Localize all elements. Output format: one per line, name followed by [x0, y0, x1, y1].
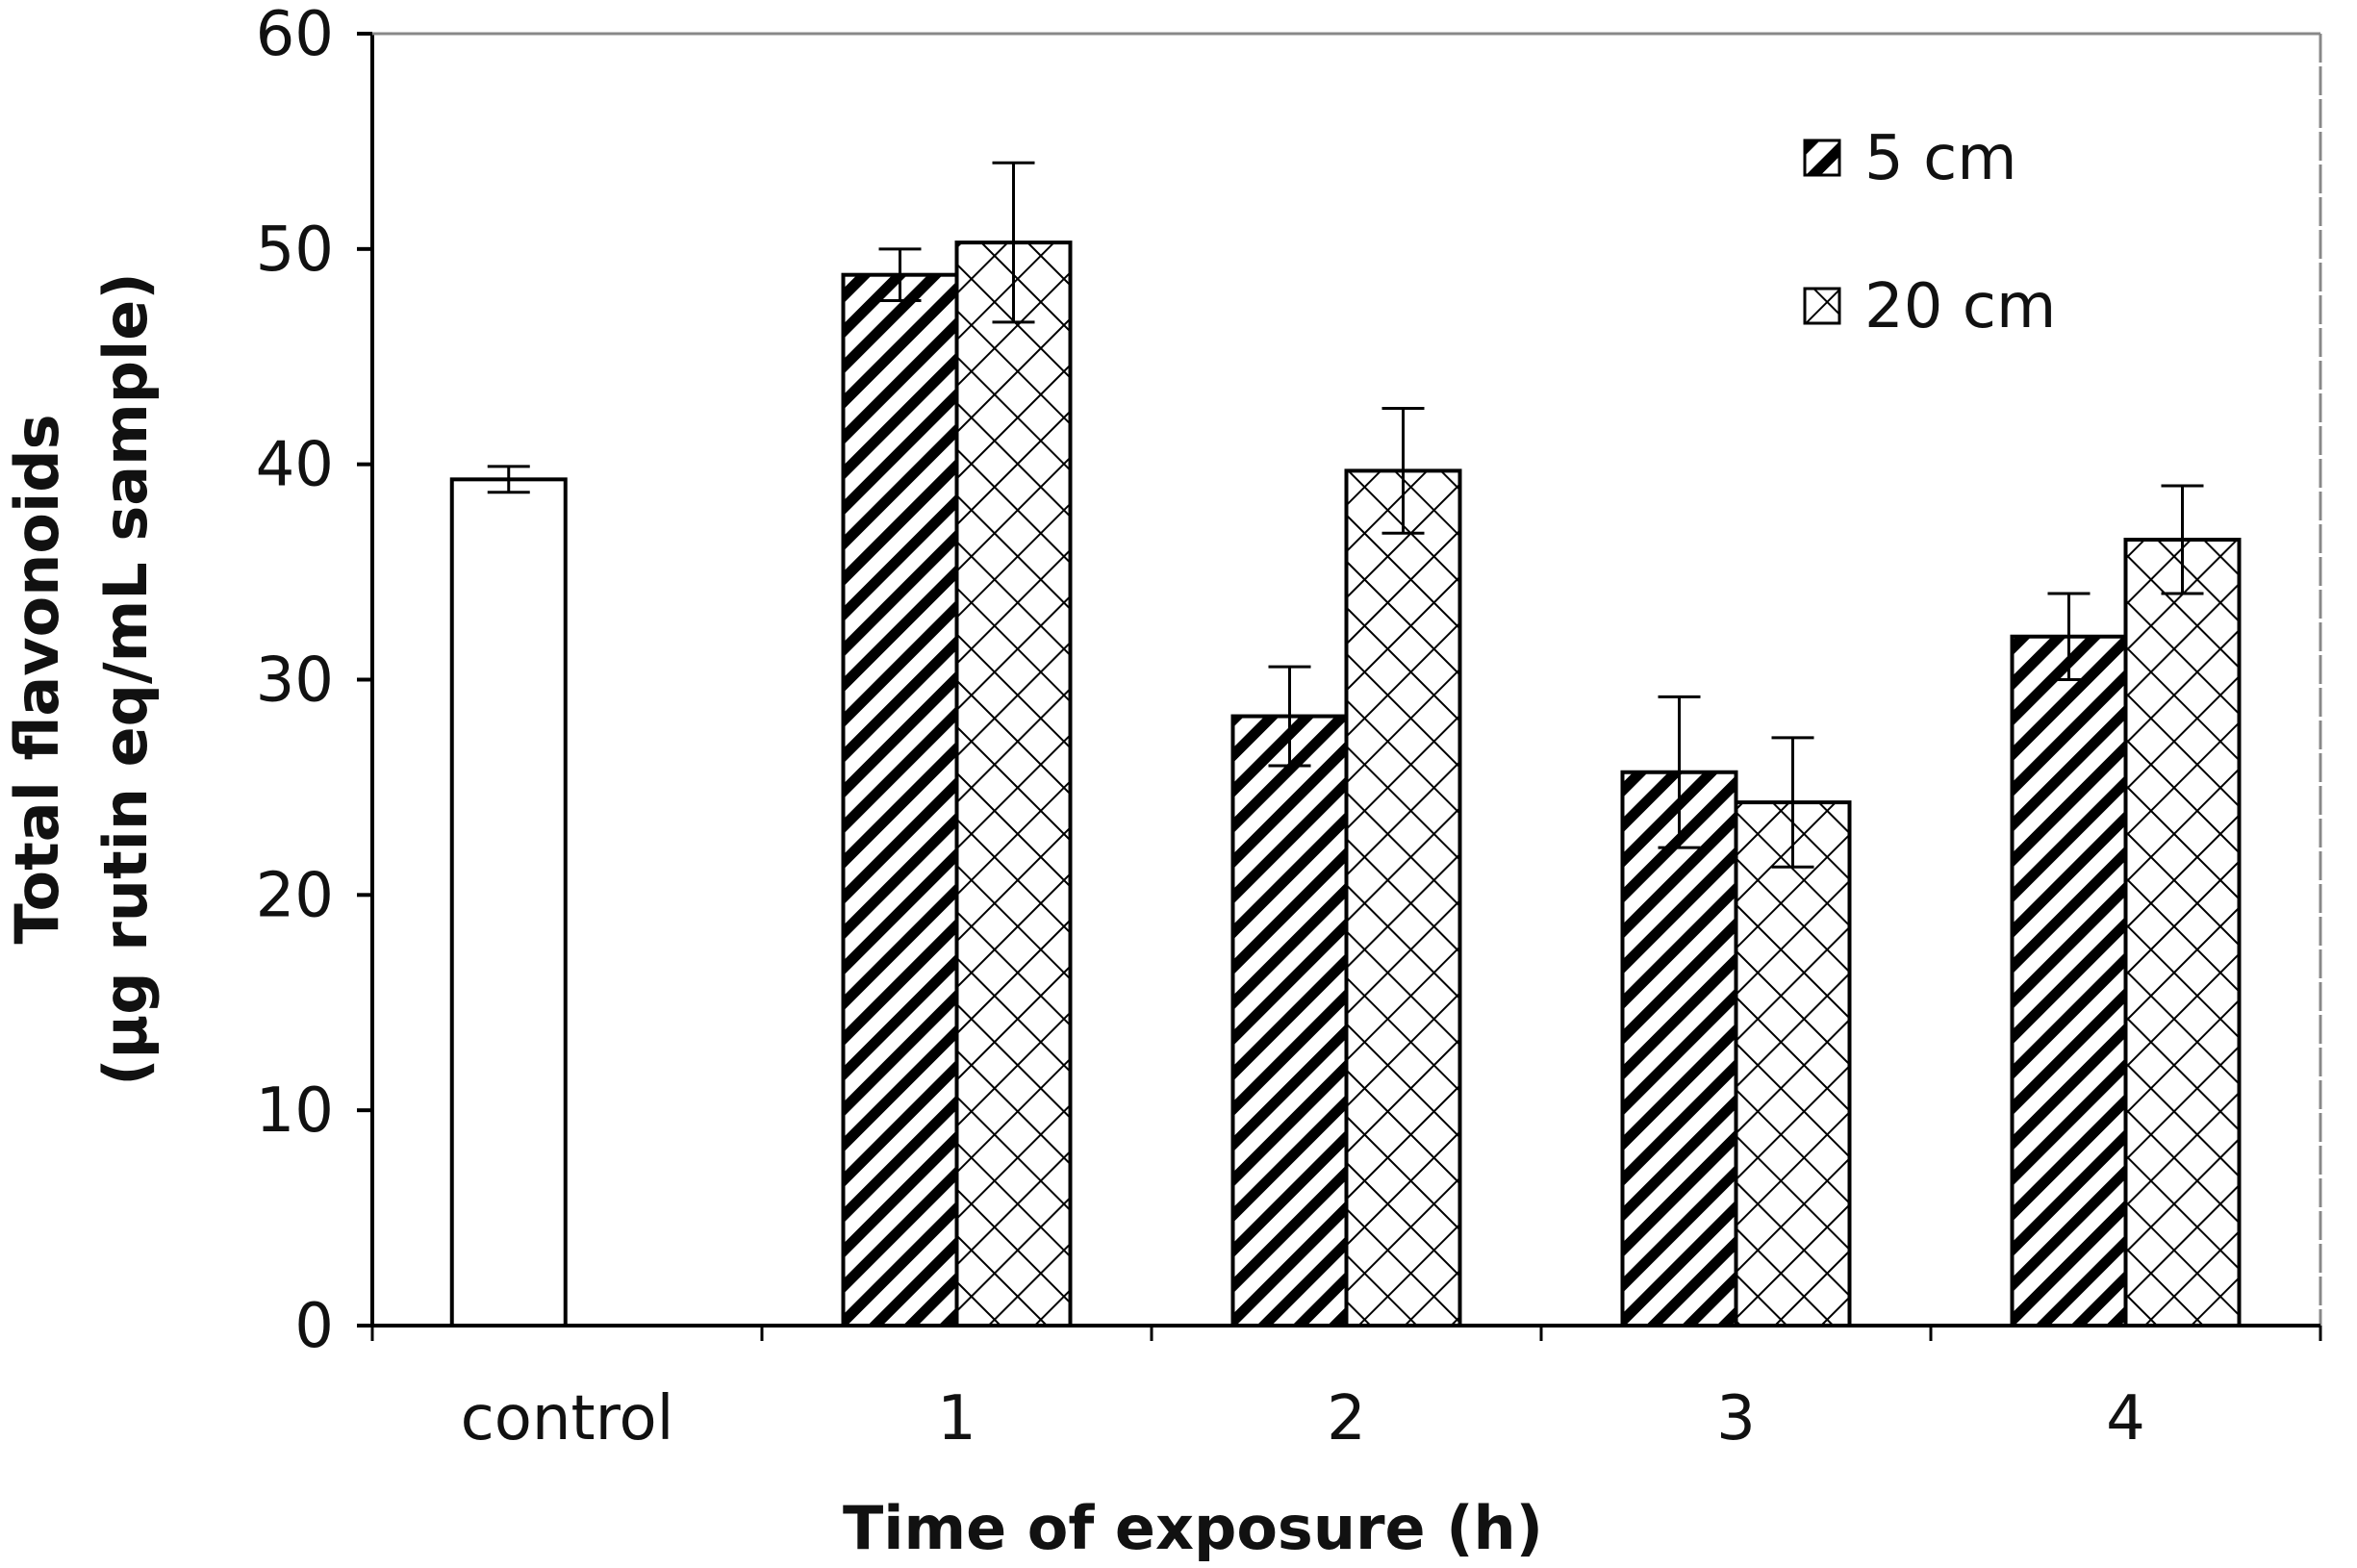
y-tick-label-10: 10	[256, 1075, 334, 1147]
y-tick-label-0: 0	[294, 1291, 334, 1362]
bar-5cm-2	[1230, 714, 1349, 1328]
bar-20cm-2	[1344, 468, 1462, 1328]
y-axis-title-line-1: Total flavonoids	[2, 414, 72, 944]
bar-control	[449, 477, 568, 1328]
bar-20cm-4	[2123, 538, 2242, 1328]
x-axis-title: Time of exposure (h)	[843, 1493, 1543, 1563]
bar-20cm-3	[1734, 800, 1852, 1328]
x-tick-label-4: 4	[2106, 1383, 2145, 1454]
y-tick-label-40: 40	[256, 430, 334, 501]
error-bars-layer	[487, 161, 2204, 869]
y-axis-title-line-2: (µg rutin eq/mL sample)	[90, 272, 161, 1085]
legend-swatch-5cm	[1803, 139, 1841, 177]
bar-5cm-4	[2010, 634, 2128, 1328]
y-tick-label-30: 30	[256, 645, 334, 717]
x-tick-label-3: 3	[1716, 1383, 1756, 1454]
y-tick-label-50: 50	[256, 215, 334, 286]
x-tick-label-1: 1	[937, 1383, 976, 1454]
x-tick-label-2: 2	[1327, 1383, 1366, 1454]
legend: 5 cm 20 cm	[1803, 123, 2056, 342]
x-axis-ticks: control 1 2 3 4	[370, 1326, 2322, 1454]
bars-layer	[449, 240, 2242, 1328]
legend-label-5cm: 5 cm	[1864, 123, 2017, 194]
y-tick-label-20: 20	[256, 860, 334, 931]
y-tick-label-60: 60	[256, 0, 334, 70]
bar-20cm-1	[954, 240, 1073, 1328]
y-axis-ticks: 0 10 20 30 40 50 60	[256, 0, 372, 1362]
legend-label-20cm: 20 cm	[1864, 271, 2056, 342]
legend-swatch-20cm	[1803, 287, 1841, 325]
bar-5cm-1	[841, 272, 959, 1328]
bar-5cm-3	[1620, 770, 1738, 1328]
y-axis-title: Total flavonoids (µg rutin eq/mL sample)	[2, 272, 161, 1085]
x-tick-label-control: control	[461, 1383, 674, 1454]
